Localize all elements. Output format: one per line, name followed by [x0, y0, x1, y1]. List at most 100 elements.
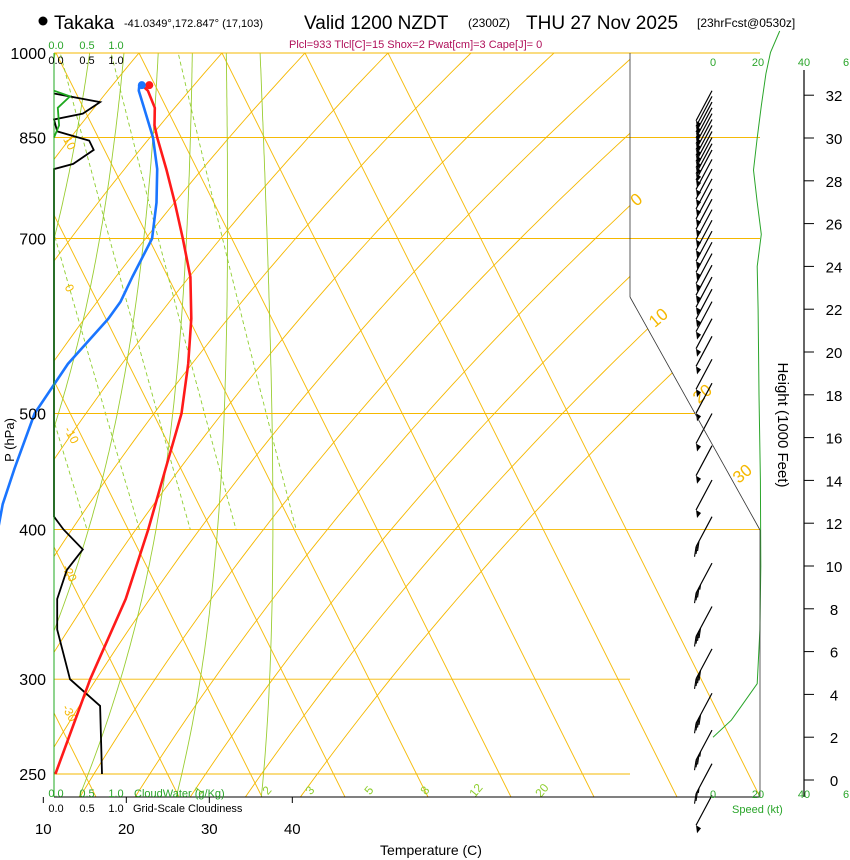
- pressure-tick-label: 850: [19, 131, 46, 148]
- wind-barb-staff: [695, 318, 713, 349]
- speed-bottom-tick: 0: [710, 789, 716, 801]
- wind-barb-flag: [696, 239, 702, 248]
- height-tick-label: 22: [826, 302, 843, 319]
- wind-barb-feather: [695, 757, 699, 768]
- wind-barb-staff: [695, 125, 713, 156]
- wind-barb: [693, 729, 713, 771]
- wind-barb: [695, 276, 713, 316]
- wind-barb-staff: [695, 276, 713, 308]
- cloud-bottom-green-tick: 1.0: [108, 788, 123, 800]
- height-tick-label: 12: [826, 516, 843, 533]
- wind-barb: [695, 119, 713, 158]
- wind-barb: [695, 301, 713, 340]
- wind-barbs: [693, 90, 713, 834]
- utc-time: (2300Z): [468, 16, 510, 30]
- wind-barb: [695, 107, 713, 146]
- wind-barb-staff: [695, 113, 713, 144]
- isotherm-line: [304, 53, 678, 797]
- height-tick-label: 2: [830, 730, 838, 747]
- height-tick-label: 32: [826, 88, 843, 105]
- x-tick-label: 10: [35, 821, 52, 838]
- height-tick-label: 18: [826, 388, 843, 405]
- wind-barb-feather: [698, 714, 702, 725]
- x-tick-label: 30: [201, 821, 218, 838]
- forecast-date: THU 27 Nov 2025: [526, 13, 678, 34]
- height-axis-title: Height (1000 Feet): [774, 362, 791, 487]
- wind-barb-staff: [695, 264, 713, 296]
- cloud-bottom-green-tick: 0.0: [48, 788, 63, 800]
- wind-barb-flag: [696, 167, 702, 176]
- wind-barb-flag: [696, 161, 702, 170]
- wind-barb: [695, 209, 713, 248]
- wind-barb: [695, 794, 713, 834]
- wind-barb-staff: [695, 336, 713, 367]
- wind-barb-feather: [695, 720, 699, 731]
- wind-barb: [695, 445, 713, 484]
- x-tick-label: 40: [284, 821, 301, 838]
- wind-barb-feather: [693, 678, 697, 689]
- wind-barb-feather: [693, 760, 697, 771]
- wind-barb-flag: [696, 443, 702, 452]
- axes: -30-20-100102030402503004005007008501000…: [10, 40, 849, 838]
- height-tick-label: 0: [830, 773, 838, 790]
- dry-adiabat-line: [54, 53, 555, 654]
- temperature-line: [54, 84, 193, 775]
- valid-time: Valid 1200 NZDT: [304, 13, 449, 34]
- wind-barb-staff: [695, 137, 713, 168]
- wind-barb-flag: [696, 261, 702, 270]
- wind-barb-staff: [695, 198, 713, 230]
- wind-barb-flag: [696, 825, 702, 834]
- wind-barb-flag: [696, 208, 702, 217]
- wind-barb-feather: [699, 751, 702, 757]
- pressure-tick-label: 500: [19, 407, 46, 424]
- forecast-info: [23hrFcst@0530z]: [697, 16, 795, 30]
- wind-barb: [695, 96, 713, 135]
- wind-barb: [695, 137, 713, 176]
- wind-barb-feather: [693, 793, 697, 804]
- cloud-water-line: [53, 89, 72, 138]
- wind-barb: [693, 606, 713, 647]
- wind-barb-staff: [695, 301, 713, 332]
- isotherm-line: [54, 379, 263, 797]
- wind-barb-flag: [696, 307, 702, 316]
- wind-barb-staff: [695, 168, 713, 200]
- wind-barb-feather: [696, 587, 700, 598]
- wind-barb-flag: [696, 137, 702, 146]
- wind-barb-staff: [695, 96, 713, 127]
- wind-barb: [695, 188, 713, 227]
- wind-barb-staff: [695, 479, 713, 511]
- moist-adiabat-line: [54, 53, 91, 241]
- isotherm-line: [54, 545, 180, 797]
- height-tick-label: 24: [826, 259, 843, 276]
- station-name: Takaka: [54, 13, 115, 34]
- wind-barb-flag: [696, 295, 702, 304]
- wind-barb: [695, 288, 713, 328]
- wind-barb-flag: [696, 510, 702, 519]
- cloud-top-black-tick: 1.0: [108, 55, 123, 67]
- wind-barb: [695, 219, 713, 259]
- y-axis-title: P (hPa): [2, 418, 17, 462]
- x-axis-title: Temperature (C): [380, 842, 482, 858]
- wind-barb-staff: [695, 358, 713, 390]
- wind-barb-staff: [695, 288, 713, 320]
- cloud-water-label: CloudWater (g/Kg): [134, 788, 225, 800]
- moist-adiabat-line: [54, 53, 159, 633]
- dry-adiabat-line: [54, 53, 223, 262]
- wind-barb-feather: [693, 636, 697, 647]
- mixing-ratio-label: 5: [361, 783, 376, 797]
- station-coords: -41.0349°,172.847° (17,103): [124, 18, 263, 30]
- sounding-profiles: [0, 81, 193, 775]
- height-tick-label: 8: [830, 602, 838, 619]
- wind-barb-staff: [695, 159, 713, 190]
- surface-dewpoint-dot: [137, 81, 146, 90]
- height-tick-label: 28: [826, 174, 843, 191]
- dry-adiabat-line: [189, 111, 814, 797]
- wind-barb-staff: [695, 119, 713, 150]
- wind-barb-feather: [696, 630, 700, 641]
- wind-barb: [695, 253, 713, 292]
- wind-barb-flag: [696, 143, 702, 152]
- speed-axis-title: Speed (kt): [732, 804, 783, 816]
- height-tick-label: 16: [826, 431, 843, 448]
- cloud-top-green-tick: 0.0: [48, 40, 63, 52]
